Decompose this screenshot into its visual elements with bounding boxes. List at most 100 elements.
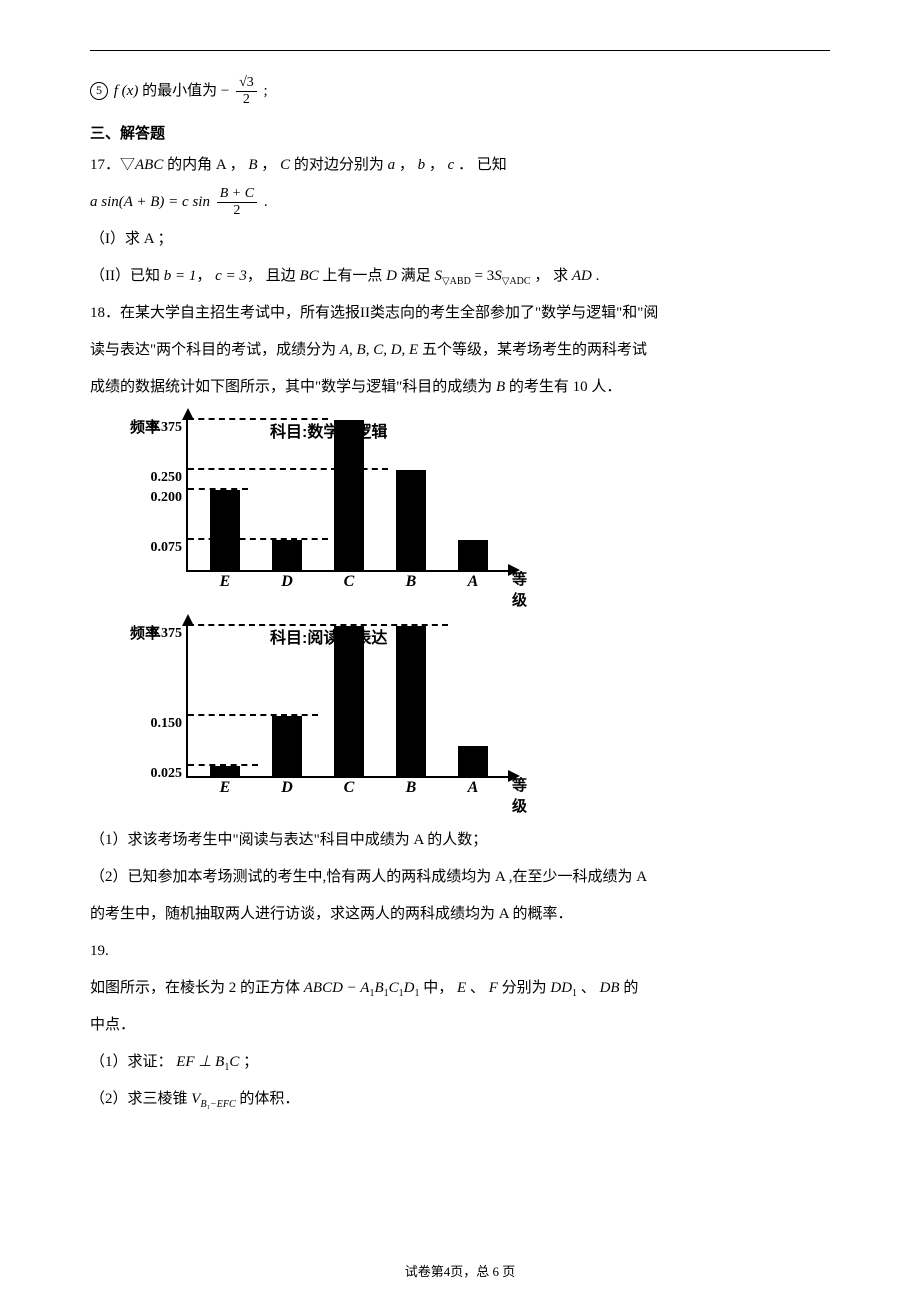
q17-p2-c3: c = 3 <box>215 268 247 284</box>
frac-num: √3 <box>236 76 257 92</box>
q17-p1: （I）求 A ； <box>90 223 830 256</box>
chart1-ytick: 0.375 <box>130 420 182 436</box>
q19-l2n: 的 <box>620 980 639 996</box>
q17-p2-m5: ， 求 <box>531 268 572 284</box>
q17-tail: ． 已知 <box>454 157 507 173</box>
q17-m3: 的对边分别为 <box>290 157 388 173</box>
q17-p2-s2b: ▽ADC <box>502 276 531 287</box>
q19-l2l: 、 <box>577 980 600 996</box>
chart2-bar-B <box>396 626 426 776</box>
chart1-xtick: E <box>220 573 231 591</box>
chart2-xtick: D <box>281 779 293 797</box>
q19-l2: 如图所示，在棱长为 2 的正方体 ABCD − A1B1C1D1 中， E 、 … <box>90 972 830 1005</box>
q18-l3c: 的考生有 10 人． <box>505 379 621 395</box>
q17-m2: ， <box>258 157 281 173</box>
q17-p2-d: D <box>386 268 397 284</box>
q17-line1: 17．▽ABC 的内角 A ， B ， C 的对边分别为 a ， b ， c ．… <box>90 149 830 182</box>
q17-eq: a sin(A + B) = c sin B + C 2 . <box>90 186 830 219</box>
q19-p1: （1）求证： EF ⊥ B1C ； <box>90 1046 830 1079</box>
q17-p2-s1a: S <box>434 268 442 284</box>
q19-l2i: F <box>489 980 498 996</box>
chart2-ytick: 0.150 <box>130 716 182 732</box>
q17-p2-s1b: ▽ABD <box>442 276 471 287</box>
q17-m1: 的内角 A ， <box>163 157 248 173</box>
q17-p2-m1: ， <box>196 268 215 284</box>
chart2-plot: 0.0250.1500.375EDCBA等级 <box>186 626 508 778</box>
q17-B: B <box>248 157 257 173</box>
q17-lead: 17．▽ <box>90 157 135 173</box>
q18-l3a: 成绩的数据统计如下图所示，其中"数学与逻辑"科目的成绩为 <box>90 379 496 395</box>
chart1-xlabel: 等级 <box>512 568 527 610</box>
q19-l2d: C <box>389 980 399 996</box>
q17-eq-den: 2 <box>217 203 257 218</box>
q19-p2c: 的体积． <box>236 1091 300 1107</box>
q19-p1b: EF ⊥ B <box>176 1054 224 1070</box>
q19-p1c: C <box>229 1054 239 1070</box>
q18-l2: 读与表达"两个科目的考试，成绩分为 A, B, C, D, E 五个等级，某考场… <box>90 334 830 367</box>
q19-l2j: 分别为 <box>498 980 551 996</box>
section-3-title: 三、解答题 <box>90 122 830 143</box>
chart1-plot: 0.0750.2000.2500.375EDCBA等级 <box>186 420 508 572</box>
chart1-gridline <box>188 418 328 420</box>
frac-num-v: √3 <box>239 75 254 90</box>
frac-sqrt3-2: √3 2 <box>236 76 257 107</box>
q19-l2m: DB <box>600 980 620 996</box>
q17-c2: ， <box>425 157 448 173</box>
q18-l3: 成绩的数据统计如下图所示，其中"数学与逻辑"科目的成绩为 B 的考生有 10 人… <box>90 371 830 404</box>
q17-p2-m3: 上有一点 <box>319 268 387 284</box>
q17-p2-eq: = 3 <box>471 268 494 284</box>
chart1-bar-A <box>458 540 488 570</box>
chart1-xtick: D <box>281 573 293 591</box>
frag-tail: ; <box>264 83 268 99</box>
chart1-xtick: A <box>468 573 479 591</box>
q18-q2b: 的考生中，随机抽取两人进行访谈，求这两人的两科成绩均为 A 的概率． <box>90 898 830 931</box>
chart2-bar-A <box>458 746 488 776</box>
frac-den: 2 <box>236 92 257 107</box>
q19-l2h: 、 <box>466 980 489 996</box>
q17-eq-left: a sin(A + B) = c sin <box>90 194 210 210</box>
q19-l2a: 如图所示，在棱长为 2 的正方体 <box>90 980 304 996</box>
q18-q1: （1）求该考场考生中"阅读与表达"科目中成绩为 A 的人数； <box>90 824 830 857</box>
q19-l2g: E <box>457 980 466 996</box>
chart2-xtick: B <box>406 779 417 797</box>
fx: f (x) <box>114 83 139 99</box>
q17-p2-m2: ， 且边 <box>247 268 300 284</box>
q19-p2: （2）求三棱锥 VB₁−EFC 的体积． <box>90 1083 830 1116</box>
q18-l2b: 五个等级，某考场考生的两科考试 <box>418 342 647 358</box>
fragment-line: 5 f (x) 的最小值为 − √3 2 ; <box>90 75 830 108</box>
q19-l3: 中点． <box>90 1009 830 1042</box>
top-rule <box>90 50 830 51</box>
q17-p2-s2a: S <box>494 268 502 284</box>
q19-l2e: D <box>404 980 415 996</box>
q19-l2k: DD <box>550 980 572 996</box>
q19-p1a: （1）求证： <box>90 1054 176 1070</box>
chart2-bar-C <box>334 626 364 776</box>
chart-reading: 频率 科目:阅读与表达 0.0250.1500.375EDCBA等级 <box>130 626 550 816</box>
chart2-xtick: C <box>344 779 355 797</box>
chart-math-logic: 频率 科目:数学与逻辑 0.0750.2000.2500.375EDCBA等级 <box>130 420 550 610</box>
q19-l2b: ABCD − A <box>304 980 370 996</box>
q17-eq-frac: B + C 2 <box>217 187 257 218</box>
q18-l2a: 读与表达"两个科目的考试，成绩分为 <box>90 342 340 358</box>
q17-abc: ABC <box>135 157 163 173</box>
q17-p2-m4: 满足 <box>397 268 435 284</box>
q17-c1: ， <box>395 157 418 173</box>
page-footer: 试卷第4页，总 6 页 <box>0 1261 920 1280</box>
q19-l2f: 中， <box>419 980 457 996</box>
chart2-xtick: E <box>220 779 231 797</box>
q18-l2grades: A, B, C, D, E <box>340 342 418 358</box>
q17-C: C <box>280 157 290 173</box>
circled-5: 5 <box>90 82 108 100</box>
q17-eq-num: B + C <box>217 187 257 203</box>
q18-l1: 18．在某大学自主招生考试中，所有选报II类志向的考生全部参加了"数学与逻辑"和… <box>90 297 830 330</box>
q17-p2-b1: b = 1 <box>164 268 197 284</box>
q17-p2-bc: BC <box>299 268 318 284</box>
chart1-ytick: 0.075 <box>130 540 182 556</box>
q19-p2a: （2）求三棱锥 <box>90 1091 191 1107</box>
chart1-ytick: 0.250 <box>130 470 182 486</box>
q19-p1d: ； <box>239 1054 258 1070</box>
q17-p2-a: （II）已知 <box>90 268 164 284</box>
chart1-bar-D <box>272 540 302 570</box>
chart1-xtick: B <box>406 573 417 591</box>
chart2-bar-D <box>272 716 302 776</box>
